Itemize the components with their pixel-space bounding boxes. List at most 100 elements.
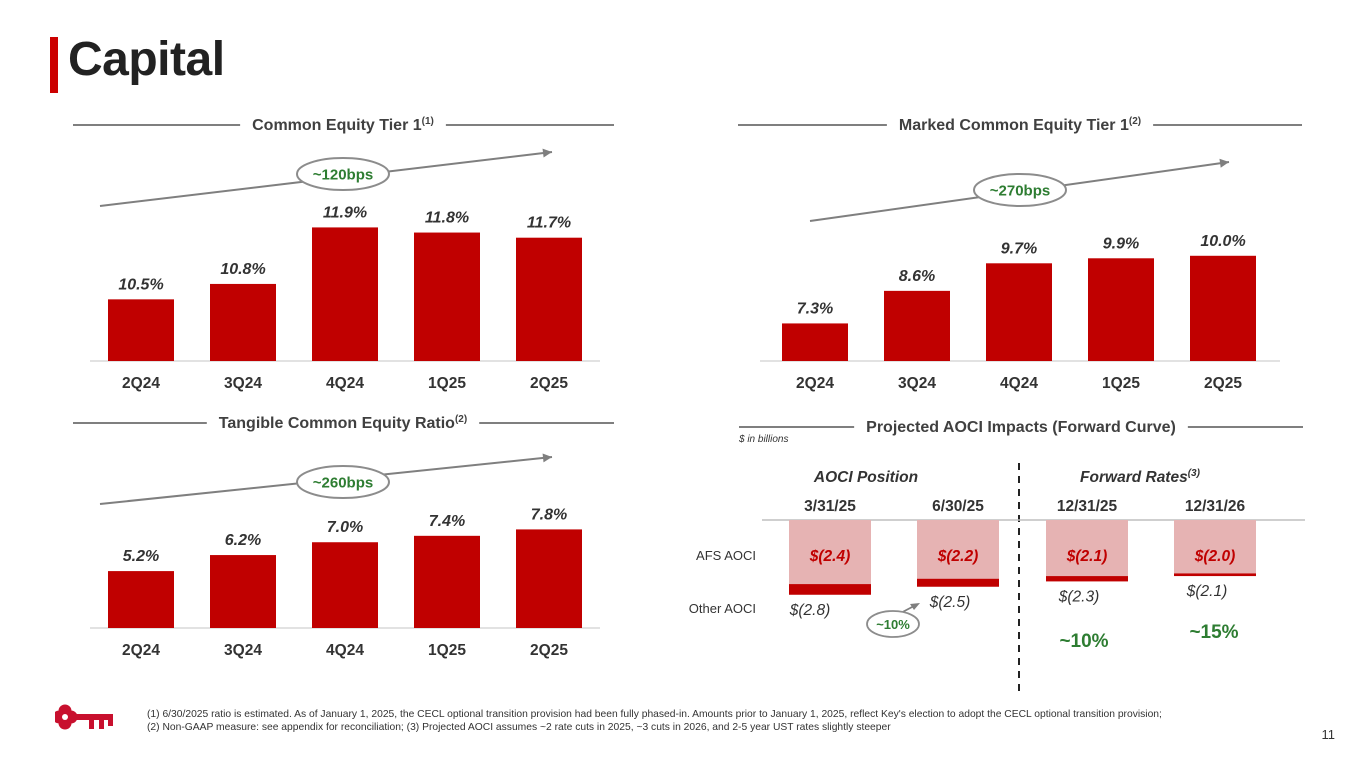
marked-cet1-tick-label: 4Q24 [1000, 375, 1038, 392]
tce-data-label: 7.0% [327, 519, 363, 536]
tce-data-label: 7.4% [429, 513, 465, 530]
tce-chart-panel: Tangible Common Equity Ratio(2) 5.2% 2Q24 6… [70, 410, 620, 665]
title-accent-bar [50, 37, 58, 93]
aoci-group-label: Forward Rates(3) [1080, 468, 1201, 486]
aoci-change-oval [866, 610, 920, 638]
marked-cet1-data-label: 7.3% [797, 300, 833, 317]
footnote-1: (1) 6/30/2025 ratio is estimated. As of … [147, 709, 1162, 720]
aoci-other-bar [1174, 573, 1256, 577]
page-title: Capital [68, 33, 225, 86]
tce-chart: Tangible Common Equity Ratio(2) 5.2% 2Q24 6… [73, 414, 614, 659]
marked-cet1-bar [986, 263, 1052, 361]
footnote-2: (2) Non-GAAP measure: see appendix for r… [147, 722, 891, 733]
cet1-annotation-oval [296, 157, 390, 191]
tce-tick-label: 4Q24 [326, 642, 364, 659]
cet1-tick-label: 1Q25 [428, 375, 466, 392]
tce-tick-label: 1Q25 [428, 642, 466, 659]
aoci-change-annotation: ~10% [1059, 631, 1108, 652]
tce-tick-label: 3Q24 [224, 642, 262, 659]
marked-cet1-bar [1088, 258, 1154, 361]
aoci-group-superscript: (3) [1188, 468, 1201, 479]
marked-cet1-data-label: 10.0% [1200, 233, 1245, 250]
marked-cet1-tick-label: 2Q24 [796, 375, 834, 392]
footnotes: (1) 6/30/2025 ratio is estimated. As of … [147, 708, 1297, 734]
cet1-trend-arrowhead [542, 148, 552, 158]
aoci-other-bar [1046, 576, 1128, 582]
tce-bar [210, 555, 276, 628]
cet1-title-superscript: (1) [422, 116, 434, 127]
marked-cet1-annotation: ~270bps [990, 183, 1050, 200]
aoci-chart-panel: Projected AOCI Impacts (Forward Curve) AO… [670, 410, 1310, 695]
tce-bar [108, 571, 174, 628]
tce-bar [414, 535, 480, 628]
tce-data-label: 5.2% [123, 548, 159, 565]
aoci-category-label: 12/31/25 [1057, 498, 1118, 515]
cet1-bar [210, 283, 276, 361]
cet1-bar [516, 237, 582, 361]
aoci-total-label: $(2.5) [929, 594, 971, 611]
page-number: 11 [1321, 727, 1336, 742]
marked-cet1-data-label: 9.7% [1001, 240, 1037, 257]
cet1-data-label: 10.5% [118, 276, 163, 293]
aoci-afs-bar [917, 520, 999, 579]
cet1-tick-label: 2Q24 [122, 375, 160, 392]
tce-title-superscript: (2) [455, 414, 467, 425]
marked-cet1-tick-label: 1Q25 [1102, 375, 1140, 392]
marked-cet1-bar [782, 323, 848, 361]
cet1-data-label: 10.8% [220, 261, 265, 278]
marked-cet1-title: Marked Common Equity Tier 1(2) [899, 116, 1141, 134]
marked-cet1-tick-label: 2Q25 [1204, 375, 1242, 392]
marked-cet1-title-superscript: (2) [1129, 116, 1141, 127]
tce-tick-label: 2Q24 [122, 642, 160, 659]
marked-cet1-chart-panel: Marked Common Equity Tier 1(2) 7.3% 2Q24 8.… [735, 112, 1305, 397]
tce-annotation: ~260bps [313, 475, 373, 492]
units-note: $ in billions [739, 434, 789, 445]
aoci-chart: Projected AOCI Impacts (Forward Curve) AO… [689, 419, 1305, 692]
aoci-group-label: AOCI Position [813, 469, 918, 486]
aoci-category-label: 12/31/26 [1185, 498, 1246, 515]
cet1-data-label: 11.8% [425, 210, 469, 227]
aoci-change-annotation: ~10% [876, 617, 910, 632]
aoci-title: Projected AOCI Impacts (Forward Curve) [866, 419, 1176, 436]
aoci-total-label: $(2.8) [789, 602, 831, 619]
aoci-afs-label: $(2.1) [1066, 548, 1108, 565]
cet1-bar [312, 227, 378, 361]
aoci-category-label: 6/30/25 [932, 498, 984, 515]
marked-cet1-data-label: 8.6% [899, 268, 935, 285]
marked-cet1-data-label: 9.9% [1103, 235, 1139, 252]
aoci-change-arrowhead [910, 603, 920, 610]
cet1-data-label: 11.7% [527, 215, 571, 232]
aoci-row-label: Other AOCI [689, 601, 756, 616]
cet1-bar [108, 299, 174, 361]
tce-tick-label: 2Q25 [530, 642, 568, 659]
tce-annotation-oval [296, 465, 390, 499]
tce-trend-arrowhead [542, 453, 552, 463]
marked-cet1-annotation-oval [973, 173, 1067, 207]
tce-title: Tangible Common Equity Ratio(2) [219, 414, 467, 432]
aoci-other-bar [789, 584, 871, 595]
cet1-tick-label: 2Q25 [530, 375, 568, 392]
aoci-category-label: 3/31/25 [804, 498, 856, 515]
aoci-afs-label: $(2.2) [937, 548, 979, 565]
aoci-change-annotation: ~15% [1189, 622, 1238, 643]
cet1-tick-label: 3Q24 [224, 375, 262, 392]
cet1-tick-label: 4Q24 [326, 375, 364, 392]
tce-bar [312, 542, 378, 628]
aoci-total-label: $(2.3) [1058, 588, 1100, 605]
cet1-data-label: 11.9% [323, 204, 367, 221]
marked-cet1-bar [884, 290, 950, 361]
key-logo-icon [55, 704, 113, 730]
aoci-afs-bar [1046, 520, 1128, 577]
tce-bar [516, 529, 582, 628]
cet1-chart: Common Equity Tier 1(1) 10.5% 2Q24 10.8% 3Q2… [73, 116, 614, 392]
marked-cet1-chart: Marked Common Equity Tier 1(2) 7.3% 2Q24 8.… [738, 116, 1302, 392]
aoci-other-bar [917, 578, 999, 587]
marked-cet1-trend-arrowhead [1219, 158, 1229, 168]
tce-data-label: 7.8% [531, 506, 567, 523]
aoci-afs-label: $(2.4) [809, 548, 851, 565]
aoci-afs-bar [1174, 520, 1256, 574]
aoci-afs-bar [789, 520, 871, 585]
cet1-chart-panel: Common Equity Tier 1(1) 10.5% 2Q24 10.8% 3Q2… [70, 112, 620, 397]
aoci-afs-label: $(2.0) [1194, 548, 1236, 565]
cet1-bar [414, 232, 480, 361]
